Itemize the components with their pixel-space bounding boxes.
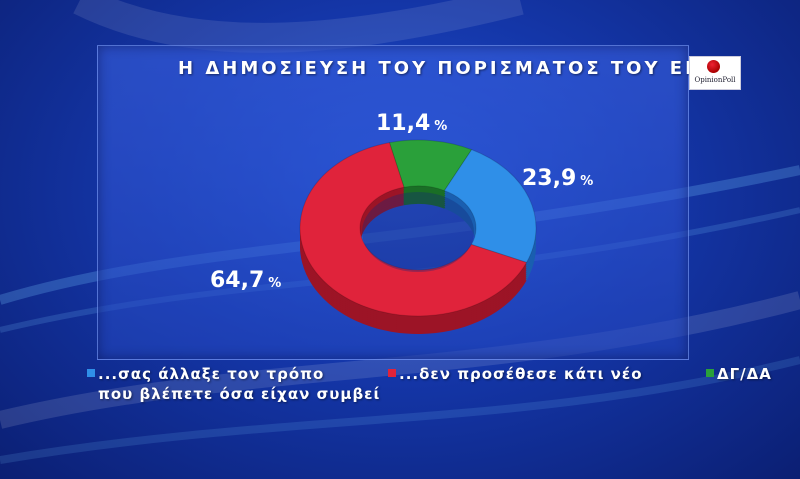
legend-swatch-green (706, 369, 714, 377)
donut-slice-green (388, 139, 473, 192)
pct-value-red: 64,7 (210, 268, 264, 293)
pct-label-blue: 23,9% (522, 166, 593, 191)
pct-unit-green: % (434, 119, 447, 134)
chart-title: Η ΔΗΜΟΣΙΕΥΣΗ ΤΟΥ ΠΟΡΙΣΜΑΤΟΣ ΤΟΥ ΕΜΠ (178, 58, 725, 79)
opinionpoll-logo: OpinionPoll (689, 56, 741, 90)
legend-item-red: ...δεν προσέθεσε κάτι νέο (388, 365, 643, 383)
pct-value-blue: 23,9 (522, 166, 576, 191)
legend-item-blue: ...σας άλλαξε τον τρόπο (87, 365, 324, 383)
pct-label-red: 64,7% (210, 268, 281, 293)
legend-swatch-red (388, 369, 396, 377)
pct-unit-blue: % (580, 174, 593, 189)
legend-swatch-blue (87, 369, 95, 377)
pct-label-green: 11,4% (376, 111, 447, 136)
donut-slice-red (299, 142, 528, 317)
donut-hole (362, 192, 474, 272)
legend-label-blue-line1: ...σας άλλαξε τον τρόπο (98, 365, 325, 383)
legend-label-red: ...δεν προσέθεσε κάτι νέο (399, 365, 643, 383)
legend-item-blue-line2: που βλέπετε όσα είχαν συμβεί (98, 385, 380, 403)
logo-dot-icon (707, 60, 720, 73)
legend-label-blue-line2: που βλέπετε όσα είχαν συμβεί (98, 385, 381, 403)
logo-text: OpinionPoll (694, 76, 736, 84)
legend-label-green: ΔΓ/ΔΑ (717, 365, 772, 383)
legend-item-green: ΔΓ/ΔΑ (706, 365, 772, 383)
pct-value-green: 11,4 (376, 111, 430, 136)
donut-slice-blue (443, 149, 537, 264)
pct-unit-red: % (268, 276, 281, 291)
